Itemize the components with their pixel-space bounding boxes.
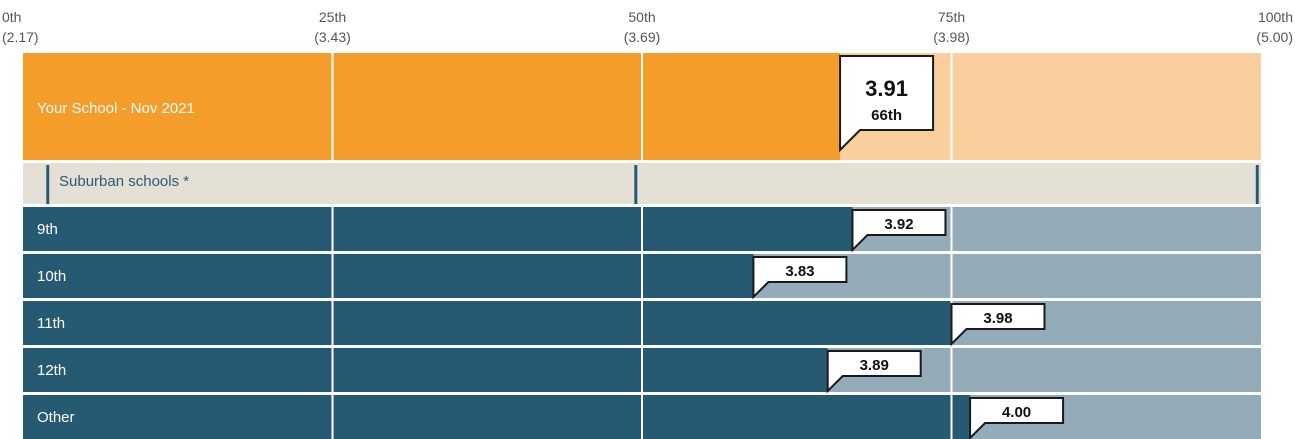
tick-label: 100th <box>1258 9 1293 25</box>
row-label: Other <box>37 409 75 426</box>
school-value-label: 3.91 <box>865 76 908 101</box>
tick-label: 50th <box>628 9 655 25</box>
school-percentile-label: 66th <box>871 107 902 124</box>
tick-label: 75th <box>938 9 965 25</box>
group-header-band <box>23 163 1261 204</box>
row-label: 11th <box>37 315 65 332</box>
row-label: 10th <box>37 268 66 285</box>
tick-label: 25th <box>319 9 346 25</box>
tick-value-label: (5.00) <box>1256 29 1293 45</box>
school-bar-group: Your School - Nov 2021 <box>23 53 1261 160</box>
grade-rows: 9th 10th 11th 12th Other <box>23 207 1261 439</box>
group-header-label: Suburban schools * <box>59 173 189 190</box>
comparison-group-header: Suburban schools * <box>23 163 1261 204</box>
tick-value-label: (3.43) <box>314 29 351 45</box>
row-bar-fill <box>23 395 970 439</box>
row-value-label: 3.92 <box>884 216 913 233</box>
row-bar-fill <box>23 301 952 345</box>
row-label: 9th <box>37 221 58 238</box>
tick-value-label: (3.69) <box>624 29 661 45</box>
row-bar-fill <box>23 207 852 251</box>
school-bar-label: Your School - Nov 2021 <box>37 100 195 117</box>
row-value-label: 4.00 <box>1002 404 1031 421</box>
row-bar-fill <box>23 348 828 392</box>
row-value-label: 3.83 <box>785 263 814 280</box>
tick-value-label: (2.17) <box>2 29 39 45</box>
row-value-label: 3.98 <box>983 310 1012 327</box>
row-bar-fill <box>23 254 753 298</box>
tick-label: 0th <box>2 9 21 25</box>
percentile-axis: 0th (2.17) 25th (3.43) 50th (3.69) 75th (3.98) 1… <box>2 9 1293 45</box>
row-value-label: 3.89 <box>860 357 889 374</box>
tick-value-label: (3.98) <box>933 29 970 45</box>
row-label: 12th <box>37 362 66 379</box>
